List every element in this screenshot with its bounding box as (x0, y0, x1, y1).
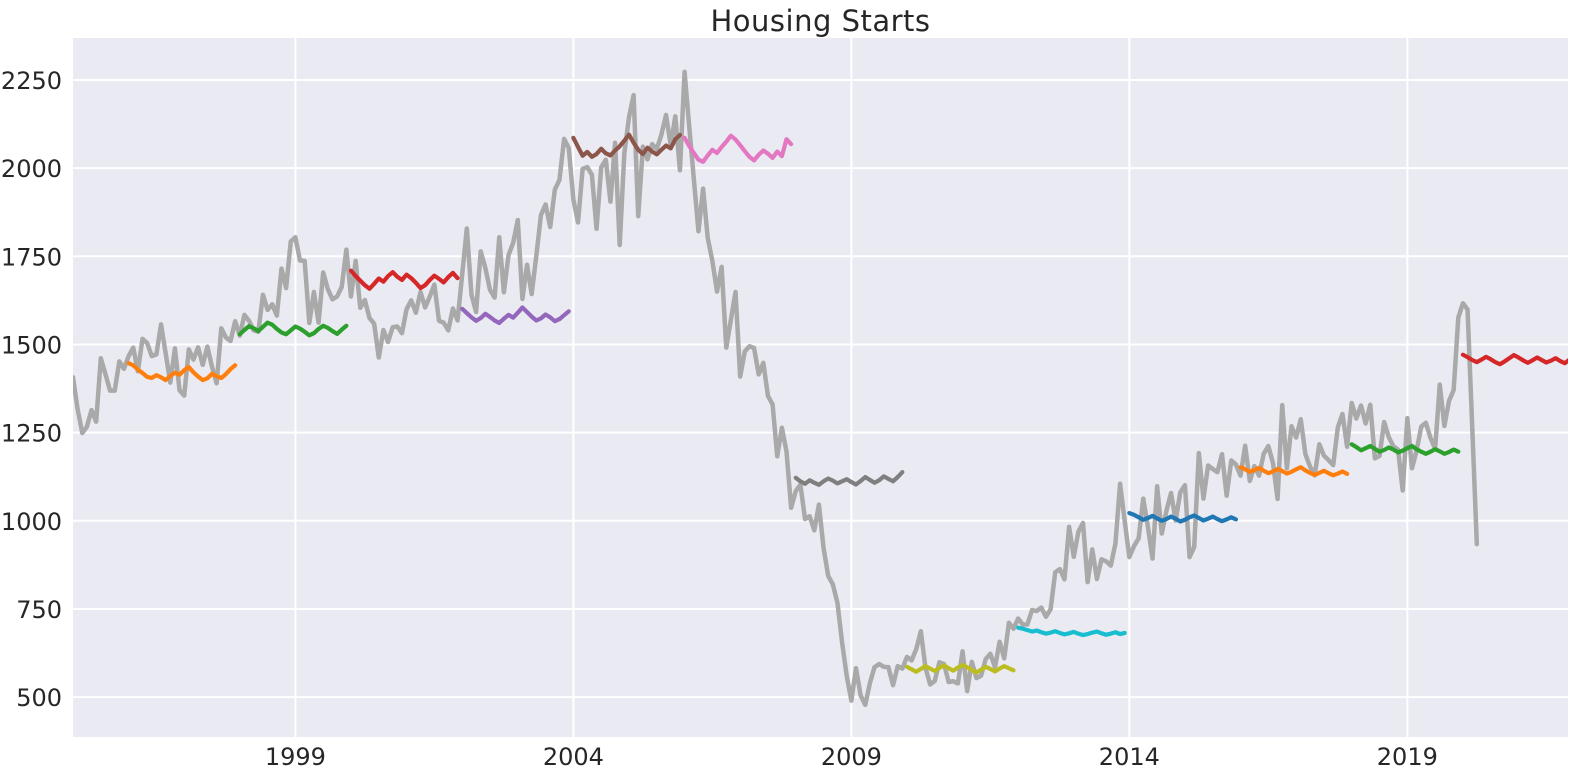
y-tick-label-1500: 1500 (1, 331, 62, 359)
x-tick-label-1999: 1999 (265, 743, 326, 771)
x-tick-label-2004: 2004 (543, 743, 604, 771)
y-tick-label-1750: 1750 (1, 243, 62, 271)
series-forecast-1996-1997 (126, 361, 238, 383)
series-forecast-1998-1999 (237, 320, 349, 338)
x-tick-label-2009: 2009 (821, 743, 882, 771)
series-forecast-2006-2007 (682, 133, 794, 164)
series-forecast-2004-2005 (571, 132, 683, 159)
series-forecast-2000-2001 (348, 268, 460, 291)
plot-background (73, 38, 1568, 737)
series-forecast-2008-2009 (793, 470, 905, 487)
series-forecast-2014-2015 (1127, 510, 1239, 524)
y-tick-label-750: 750 (16, 596, 62, 624)
series-forecast-2012-2013 (1016, 625, 1127, 638)
series-forecast-2020-2021 (1460, 352, 1568, 367)
chart-title: Housing Starts (710, 4, 931, 38)
y-tick-label-500: 500 (16, 684, 62, 712)
x-tick-label-2019: 2019 (1377, 743, 1438, 771)
series-forecast-2016-2017 (1238, 465, 1350, 478)
y-tick-label-1250: 1250 (1, 420, 62, 448)
series-forecast-2002-2003 (460, 305, 571, 326)
y-tick-label-1000: 1000 (1, 508, 62, 536)
series-forecast-2010-2011 (904, 662, 1016, 675)
y-tick-label-2000: 2000 (1, 155, 62, 183)
x-tick-label-2014: 2014 (1099, 743, 1160, 771)
series-forecast-2018-2019 (1349, 442, 1461, 456)
series-housing-starts-actual (73, 69, 1480, 708)
y-tick-label-2250: 2250 (1, 67, 62, 95)
